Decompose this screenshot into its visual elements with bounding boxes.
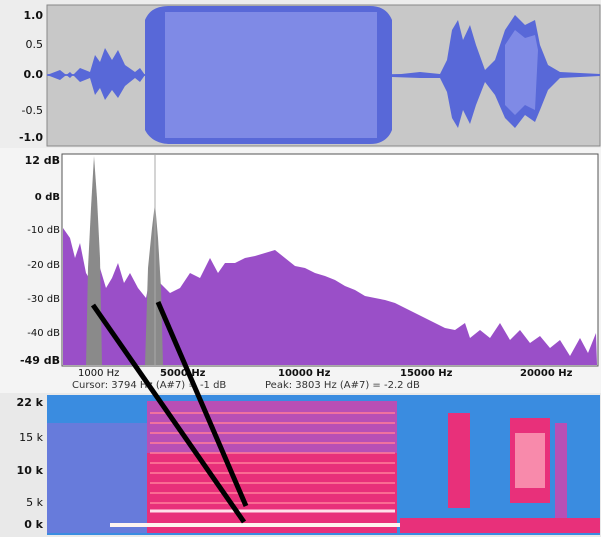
spectrogram-y-label-5k: 5 k xyxy=(26,496,43,509)
waveform-panel[interactable]: 1.0 0.5 0.0 -0.5 -1.0 xyxy=(0,0,601,148)
waveform-y-label-neg-1: -1.0 xyxy=(18,131,43,144)
spectrogram-y-label-15k: 15 k xyxy=(19,431,43,444)
freq-label-1000: 1000 Hz xyxy=(78,368,120,379)
spectrum-graphic[interactable] xyxy=(0,148,601,393)
freq-label-15000: 15000 Hz xyxy=(400,368,453,379)
freq-label-10000: 10000 Hz xyxy=(278,368,331,379)
db-label-12: 12 dB xyxy=(24,154,60,167)
peak-readout: Peak: 3803 Hz (A#7) = -2.2 dB xyxy=(265,380,420,391)
db-label-neg30: -30 dB xyxy=(27,294,60,305)
db-label-neg49: -49 dB xyxy=(20,354,60,367)
db-label-neg20: -20 dB xyxy=(27,260,60,271)
spectrum-panel[interactable]: 12 dB 0 dB -10 dB -20 dB -30 dB -40 dB -… xyxy=(0,148,601,393)
waveform-y-label-neg-0-5: -0.5 xyxy=(21,104,43,117)
waveform-graphic[interactable] xyxy=(0,0,601,148)
spectrogram-y-label-22k: 22 k xyxy=(16,396,43,409)
db-label-0: 0 dB xyxy=(34,192,60,203)
freq-label-5000: 5000 Hz xyxy=(160,368,206,379)
spectrogram-y-label-0k: 0 k xyxy=(24,518,43,531)
waveform-y-label-0: 0.0 xyxy=(23,68,44,81)
freq-label-20000: 20000 Hz xyxy=(520,368,573,379)
spectrogram-panel[interactable]: 22 k 15 k 10 k 5 k 0 k xyxy=(0,393,601,537)
db-label-neg40: -40 dB xyxy=(27,328,60,339)
db-label-neg10: -10 dB xyxy=(27,225,60,236)
spectrogram-graphic[interactable] xyxy=(0,393,601,537)
spectrogram-y-label-10k: 10 k xyxy=(16,464,43,477)
waveform-y-label-0-5: 0.5 xyxy=(25,38,44,51)
cursor-readout: Cursor: 3794 Hz (A#7) = -1 dB xyxy=(72,380,227,391)
waveform-y-label-1: 1.0 xyxy=(23,9,44,22)
